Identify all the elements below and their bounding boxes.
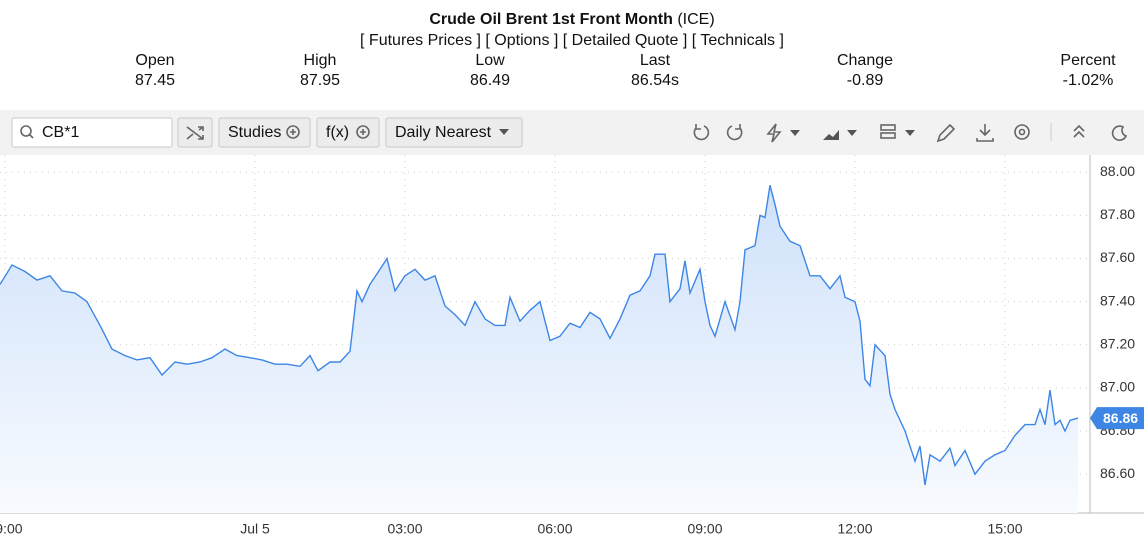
last-price-badge <box>1090 407 1144 430</box>
pencil[interactable] <box>936 123 956 143</box>
chart-type[interactable] <box>823 130 839 140</box>
redo[interactable] <box>726 124 743 141</box>
period-select[interactable] <box>385 117 523 148</box>
dropdown-arrow <box>905 130 915 136</box>
x-tick-label: Jul 5 <box>240 521 270 537</box>
quote-label: Last <box>640 52 671 69</box>
studies-button[interactable] <box>218 117 311 148</box>
y-tick-label: 86.60 <box>1100 465 1135 481</box>
layout[interactable] <box>880 132 896 139</box>
settings <box>1018 128 1026 136</box>
link[interactable]: [ Options ] <box>485 32 558 49</box>
link[interactable]: [ Detailed Quote ] <box>563 32 688 49</box>
studies: Studies <box>228 124 281 141</box>
settings[interactable] <box>1014 124 1030 140</box>
x-tick-label: 03:00 <box>387 521 422 537</box>
quote-label: Low <box>475 52 505 69</box>
y-tick-label: 87.40 <box>1100 292 1135 308</box>
symbol: CB*1 <box>42 124 79 141</box>
chart: 86.6086.8087.0087.2087.4087.6087.8088.00… <box>0 155 1144 537</box>
x-tick-label: 15:00 <box>987 521 1022 537</box>
quote-label: Percent <box>1060 52 1116 69</box>
y-tick-label: 87.80 <box>1100 206 1135 222</box>
links: [ Futures Prices ] [ Options ] [ Detaile… <box>360 32 784 49</box>
title: Crude Oil Brent 1st Front Month (ICE) <box>429 11 714 28</box>
x-tick-label: 12:00 <box>837 521 872 537</box>
y-tick-label: 87.20 <box>1100 335 1135 351</box>
period: Daily Nearest <box>395 124 492 141</box>
quote-value: 86.54s <box>631 72 679 89</box>
quote-value: 87.45 <box>135 72 175 89</box>
plus-icon <box>360 129 366 135</box>
search-icon <box>28 133 34 139</box>
y-tick-label: 87.00 <box>1100 379 1135 395</box>
x-tick-label: 19:00 <box>0 521 23 537</box>
x-tick-label: 09:00 <box>687 521 722 537</box>
quote: Open 87.45 High 87.95 Low 86.49 Last 86.54s Chan… <box>135 52 1116 89</box>
fx: f(x) <box>326 124 349 141</box>
quote-value: 87.95 <box>300 72 340 89</box>
dropdown-arrow <box>847 130 857 136</box>
collapse[interactable] <box>1073 124 1085 138</box>
undo[interactable] <box>693 124 710 141</box>
symbol-input[interactable] <box>11 117 173 148</box>
plus-icon <box>290 129 296 135</box>
quote-label: Change <box>837 52 893 69</box>
theme[interactable] <box>1111 125 1128 141</box>
search-icon <box>20 125 32 137</box>
title-exchange: (ICE) <box>677 11 714 28</box>
y-tick-label: 88.00 <box>1100 163 1135 179</box>
x-tick-label: 06:00 <box>537 521 572 537</box>
shuffle-icon <box>186 126 204 140</box>
quote-label: High <box>304 52 337 69</box>
plus-icon <box>356 125 370 139</box>
quote-value: 86.49 <box>470 72 510 89</box>
plus-icon <box>286 125 300 139</box>
link[interactable]: [ Futures Prices ] <box>360 32 481 49</box>
layout[interactable] <box>880 124 896 131</box>
title-name: Crude Oil Brent 1st Front Month <box>429 11 673 28</box>
y-tick-label: 87.60 <box>1100 249 1135 265</box>
price-line <box>0 185 1079 486</box>
last-price-label: 86.86 <box>1103 410 1138 426</box>
dropdown-arrow <box>790 130 800 136</box>
quote-value: -1.02% <box>1063 72 1114 89</box>
download[interactable] <box>976 124 994 142</box>
quote-value: -0.89 <box>847 72 884 89</box>
toolbar-icons <box>693 123 1128 143</box>
draw-tool[interactable] <box>766 123 782 143</box>
dropdown-arrow <box>499 129 509 135</box>
price-area <box>0 185 1078 513</box>
quote-label: Open <box>135 52 174 69</box>
link[interactable]: [ Technicals ] <box>692 32 784 49</box>
